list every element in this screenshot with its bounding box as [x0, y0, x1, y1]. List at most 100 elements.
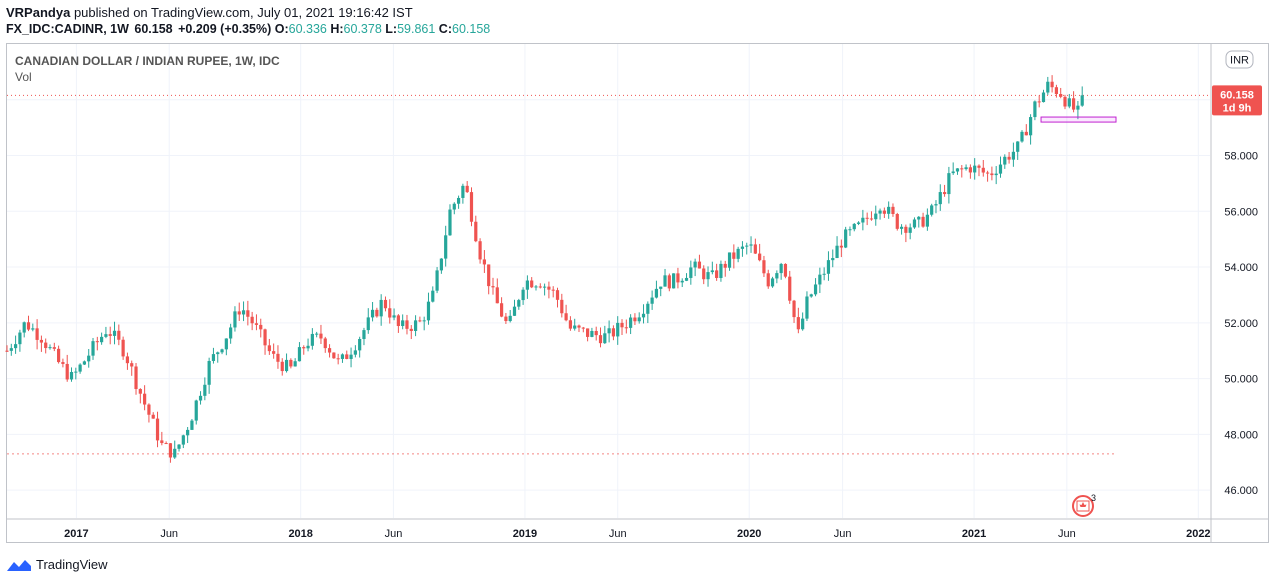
candle-body [276, 353, 280, 362]
candle-body [573, 325, 577, 329]
chart-title: CANADIAN DOLLAR / INDIAN RUPEE, 1W, IDC [15, 54, 280, 68]
candle-body [237, 311, 241, 315]
candle-body [452, 203, 456, 210]
x-tick-label: Jun [385, 528, 403, 540]
y-tick-label: 50.000 [1224, 374, 1258, 386]
candle-body [710, 270, 714, 273]
x-tick-label: Jun [1058, 528, 1076, 540]
canada-events-icon[interactable]: 3 [1072, 493, 1096, 517]
candle-body [620, 322, 624, 328]
candle-body [1072, 98, 1076, 110]
candle-body [487, 264, 491, 287]
candle-body [1024, 131, 1028, 136]
candle-body [220, 349, 224, 353]
candle-body [607, 328, 611, 334]
candle-body [280, 361, 284, 372]
y-tick-label: 48.000 [1224, 429, 1258, 441]
candle-body [44, 342, 48, 349]
candle-body [401, 320, 405, 327]
x-tick-label: 2021 [962, 528, 986, 540]
candle-body [117, 330, 121, 340]
candle-body [216, 352, 220, 355]
candle-body [448, 209, 452, 236]
candle-body [104, 334, 108, 337]
candle-body [895, 213, 899, 229]
candle-body [654, 288, 659, 298]
price-label-countdown: 1d 9h [1223, 102, 1252, 114]
footer-brand[interactable]: TradingView [6, 557, 108, 572]
candle-body [865, 217, 869, 219]
y-axis: 46.000 48.000 50.000 52.000 54.000 56.000 58.0… [1224, 95, 1258, 497]
last-price: 60.158 [134, 22, 173, 36]
candle-body [560, 299, 564, 314]
candle-body [904, 226, 908, 233]
candle-body [177, 444, 181, 449]
candle-body [35, 328, 39, 340]
candle-body [968, 167, 972, 173]
candle-body [856, 222, 861, 224]
candle-body [706, 272, 710, 280]
candle-body [233, 311, 237, 328]
candle-body [108, 334, 112, 336]
candle-body [504, 316, 508, 322]
volume-label[interactable]: Vol [15, 70, 32, 84]
candle-body [672, 273, 676, 289]
candle-body [745, 245, 749, 247]
candle-body [586, 328, 590, 337]
candle-body [998, 164, 1003, 174]
ohlc-line: FX_IDC:CADINR, 1W 60.158 +0.209 (+0.35%)… [6, 22, 490, 36]
support-box [1040, 116, 1117, 123]
candle-body [61, 362, 65, 364]
candle-body [659, 286, 663, 289]
candle-body [676, 273, 680, 283]
candle-body [267, 345, 271, 352]
candle-body [358, 339, 362, 351]
candle-body [250, 316, 254, 324]
x-tick-label: 2018 [288, 528, 312, 540]
currency-badge-label: INR [1230, 55, 1249, 67]
candle-body [590, 330, 594, 337]
candle-body [349, 354, 353, 359]
candle-body [383, 299, 388, 309]
high-label: H: [330, 22, 344, 36]
events-count: 3 [1091, 493, 1096, 503]
candle-body [198, 395, 203, 401]
candle-body [874, 213, 878, 220]
candle-body [112, 330, 117, 336]
candle-body [543, 286, 547, 288]
candle-body [375, 309, 379, 317]
candle-body [1054, 87, 1058, 95]
candle-body [667, 275, 671, 289]
candle-body [973, 165, 977, 173]
candle-body [555, 290, 560, 300]
candle-body [91, 341, 95, 356]
chart-frame[interactable] [6, 43, 1269, 543]
x-axis: 2017 Jun 2018 Jun 2019 Jun 2020 Jun 2021 Jun 2022 [64, 528, 1210, 540]
candle-body [525, 280, 529, 290]
candle-body [121, 339, 125, 357]
author-name[interactable]: VRPandya [6, 5, 71, 20]
candle-body [822, 273, 826, 275]
currency-badge[interactable] [1225, 50, 1254, 69]
candle-body [302, 347, 306, 349]
candles [5, 75, 1084, 463]
candle-body [1067, 98, 1071, 107]
candle-body [770, 278, 775, 287]
candle-body [461, 185, 465, 198]
candle-body [844, 229, 848, 248]
candle-body [930, 205, 934, 215]
candle-body [719, 263, 723, 278]
candle-body [186, 429, 190, 436]
open-label: O: [274, 22, 289, 36]
y-tick-label: 46.000 [1224, 485, 1258, 497]
candle-body [551, 289, 555, 291]
candle-body [74, 371, 78, 373]
candle-body [495, 287, 499, 304]
candle-body [370, 309, 375, 318]
candle-body [809, 294, 813, 297]
candle-body [947, 173, 951, 195]
price-label-value: 60.158 [1220, 89, 1254, 101]
candle-body [332, 352, 336, 359]
candle-body [409, 328, 413, 331]
